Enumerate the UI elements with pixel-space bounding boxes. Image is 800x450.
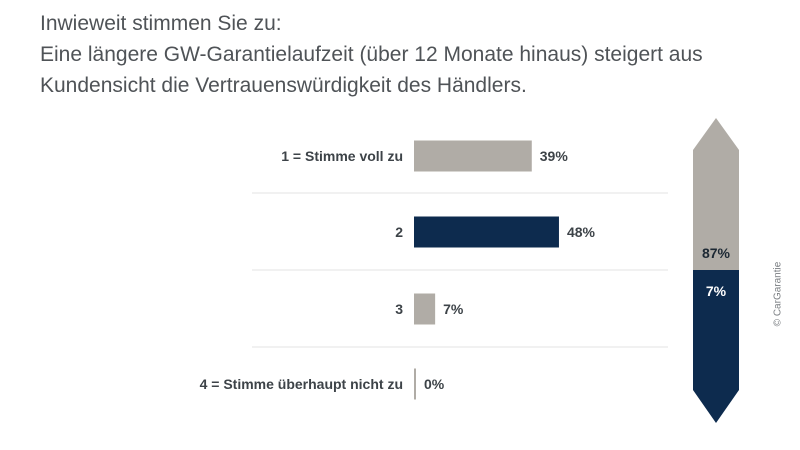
data-label: 39%: [540, 148, 569, 164]
category-label: 2: [395, 224, 403, 240]
data-label: 7%: [443, 301, 464, 317]
category-label: 4 = Stimme überhaupt nicht zu: [200, 376, 403, 392]
title-line-2: Eine längere GW-Garantielaufzeit (über 1…: [40, 43, 703, 66]
summary-top-segment: [693, 118, 739, 270]
title-line-1: Inwieweit stimmen Sie zu:: [40, 12, 282, 35]
chart-title: Inwieweit stimmen Sie zu: Eine längere G…: [40, 8, 780, 101]
category-label: 1 = Stimme voll zu: [281, 148, 403, 164]
bar: [414, 293, 436, 325]
summary-bottom-segment: [693, 270, 739, 423]
title-line-3: Kundensicht die Vertrauenswürdigkeit des…: [40, 74, 527, 97]
bar: [414, 140, 532, 172]
summary-top-label: 87%: [702, 245, 731, 261]
data-label: 0%: [424, 376, 445, 392]
copyright-note: © CarGarantie: [772, 261, 784, 327]
bar: [414, 216, 559, 248]
data-label: 48%: [567, 224, 596, 240]
summary-bottom-label: 7%: [706, 283, 727, 299]
category-label: 3: [395, 301, 403, 317]
